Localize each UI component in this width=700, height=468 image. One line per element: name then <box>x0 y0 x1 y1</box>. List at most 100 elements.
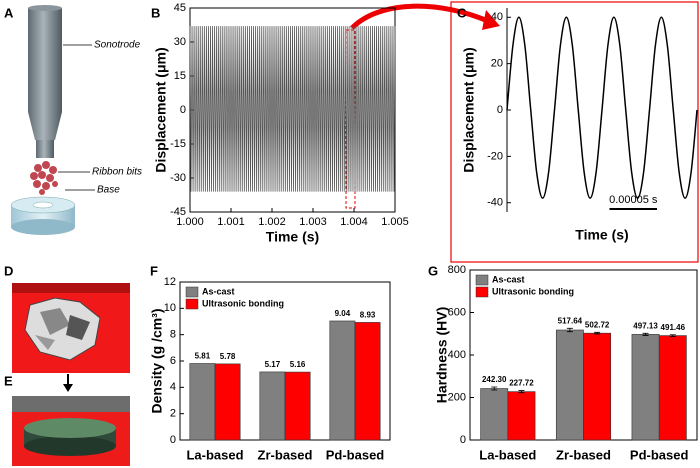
error-bar <box>566 327 573 333</box>
y-tick-label: 0 <box>180 104 186 116</box>
bar <box>329 320 356 441</box>
legend-swatch <box>475 286 489 298</box>
value-label: 242.30 <box>482 375 507 384</box>
y-tick-label: 800 <box>448 264 466 276</box>
error-bar <box>491 386 498 391</box>
legend-label: Ultrasonic bonding <box>492 286 574 296</box>
x-tick-label: La-based <box>479 447 536 462</box>
panel-label: F <box>150 263 158 278</box>
value-label: 5.78 <box>220 352 236 361</box>
x-tick-label: 1.000 <box>176 216 204 228</box>
panel-label: C <box>457 5 467 20</box>
error-bar <box>518 390 525 394</box>
zoom-arrow <box>350 3 492 30</box>
x-tick-label: La-based <box>186 447 243 462</box>
panel-label: G <box>428 263 438 278</box>
y-tick-label: 45 <box>174 2 186 14</box>
photo-d <box>12 283 130 373</box>
value-label: 497.13 <box>633 321 658 330</box>
annotation: Sonotrode <box>94 40 141 51</box>
line <box>506 16 698 199</box>
y-tick-label: 12 <box>164 276 176 288</box>
value-label: 8.93 <box>360 311 376 320</box>
bar <box>507 391 536 441</box>
legend-swatch <box>475 274 489 286</box>
panel-label: B <box>151 5 160 20</box>
annotation: Base <box>97 185 120 196</box>
y-tick-label: 2 <box>170 408 176 420</box>
y-tick-label: -30 <box>170 172 186 184</box>
y-tick-label: 20 <box>491 58 503 70</box>
photo-e <box>12 396 130 466</box>
panel-label: E <box>4 373 13 388</box>
bar <box>658 335 687 441</box>
zoom-frame <box>450 1 699 263</box>
error-bar <box>669 334 676 337</box>
y-tick-label: -20 <box>487 150 503 162</box>
error-bar <box>594 331 601 335</box>
y-tick-label: 10 <box>164 302 176 314</box>
x-tick-label: 1.005 <box>381 216 409 228</box>
value-label: 5.81 <box>195 352 211 361</box>
y-tick-label: -45 <box>170 206 186 218</box>
bar <box>480 388 509 441</box>
value-label: 5.16 <box>290 360 306 369</box>
y-tick-label: 15 <box>174 70 186 82</box>
y-tick-label: 0 <box>170 434 176 446</box>
annotation: Ribbon bits <box>92 167 142 178</box>
bar <box>583 332 612 441</box>
y-axis-label: Displacement (μm) <box>153 47 169 172</box>
y-tick-label: 0 <box>460 434 466 446</box>
legend-label: As-cast <box>492 274 525 284</box>
legend-swatch <box>185 298 199 310</box>
x-tick-label: Pd-based <box>630 447 689 462</box>
y-tick-label: -15 <box>170 138 186 150</box>
sonotrode-drawing <box>10 5 95 235</box>
bar <box>189 363 216 441</box>
value-label: 517.64 <box>558 316 583 325</box>
legend-swatch <box>185 286 199 298</box>
value-label: 5.17 <box>265 360 281 369</box>
bar <box>555 329 584 441</box>
y-axis-label: Displacement (μm) <box>461 47 477 172</box>
value-label: 9.04 <box>335 309 351 318</box>
error-bar <box>642 332 649 336</box>
y-tick-label: 40 <box>491 11 503 23</box>
bar <box>284 371 311 441</box>
x-tick-label: 1.004 <box>340 216 368 228</box>
y-tick-label: 30 <box>174 36 186 48</box>
bar <box>214 363 241 441</box>
x-tick-label: 1.002 <box>258 216 286 228</box>
line <box>189 26 396 192</box>
y-axis-label: Density (g /cm³) <box>149 308 165 413</box>
y-tick-label: 400 <box>448 349 466 361</box>
value-label: 491.46 <box>661 323 686 332</box>
x-axis-label: Time (s) <box>266 229 319 245</box>
y-axis-label: Hardness (HV) <box>434 307 450 403</box>
panel-label: D <box>4 263 13 278</box>
scale-bar-label: 0.00005 s <box>609 194 658 206</box>
y-tick-label: 6 <box>170 355 176 367</box>
panel-label: A <box>4 5 14 20</box>
bar <box>631 334 660 441</box>
y-tick-label: 600 <box>448 306 466 318</box>
x-tick-label: Zr-based <box>556 447 611 462</box>
y-tick-label: 200 <box>448 391 466 403</box>
x-tick-label: Pd-based <box>326 447 385 462</box>
value-label: 502.72 <box>585 320 610 329</box>
y-tick-label: 8 <box>170 329 176 341</box>
bar <box>354 322 381 441</box>
y-tick-label: 0 <box>497 104 503 116</box>
zoom-arrowhead <box>482 10 500 30</box>
y-tick-label: -40 <box>487 197 503 209</box>
x-axis-label: Time (s) <box>575 227 628 243</box>
x-tick-label: 1.003 <box>299 216 327 228</box>
x-tick-label: 1.001 <box>217 216 245 228</box>
legend-label: Ultrasonic bonding <box>202 298 284 308</box>
bar <box>259 371 286 441</box>
value-label: 227.72 <box>509 379 534 388</box>
y-tick-label: 4 <box>170 381 176 393</box>
x-tick-label: Zr-based <box>258 447 313 462</box>
arrowhead <box>63 384 73 392</box>
